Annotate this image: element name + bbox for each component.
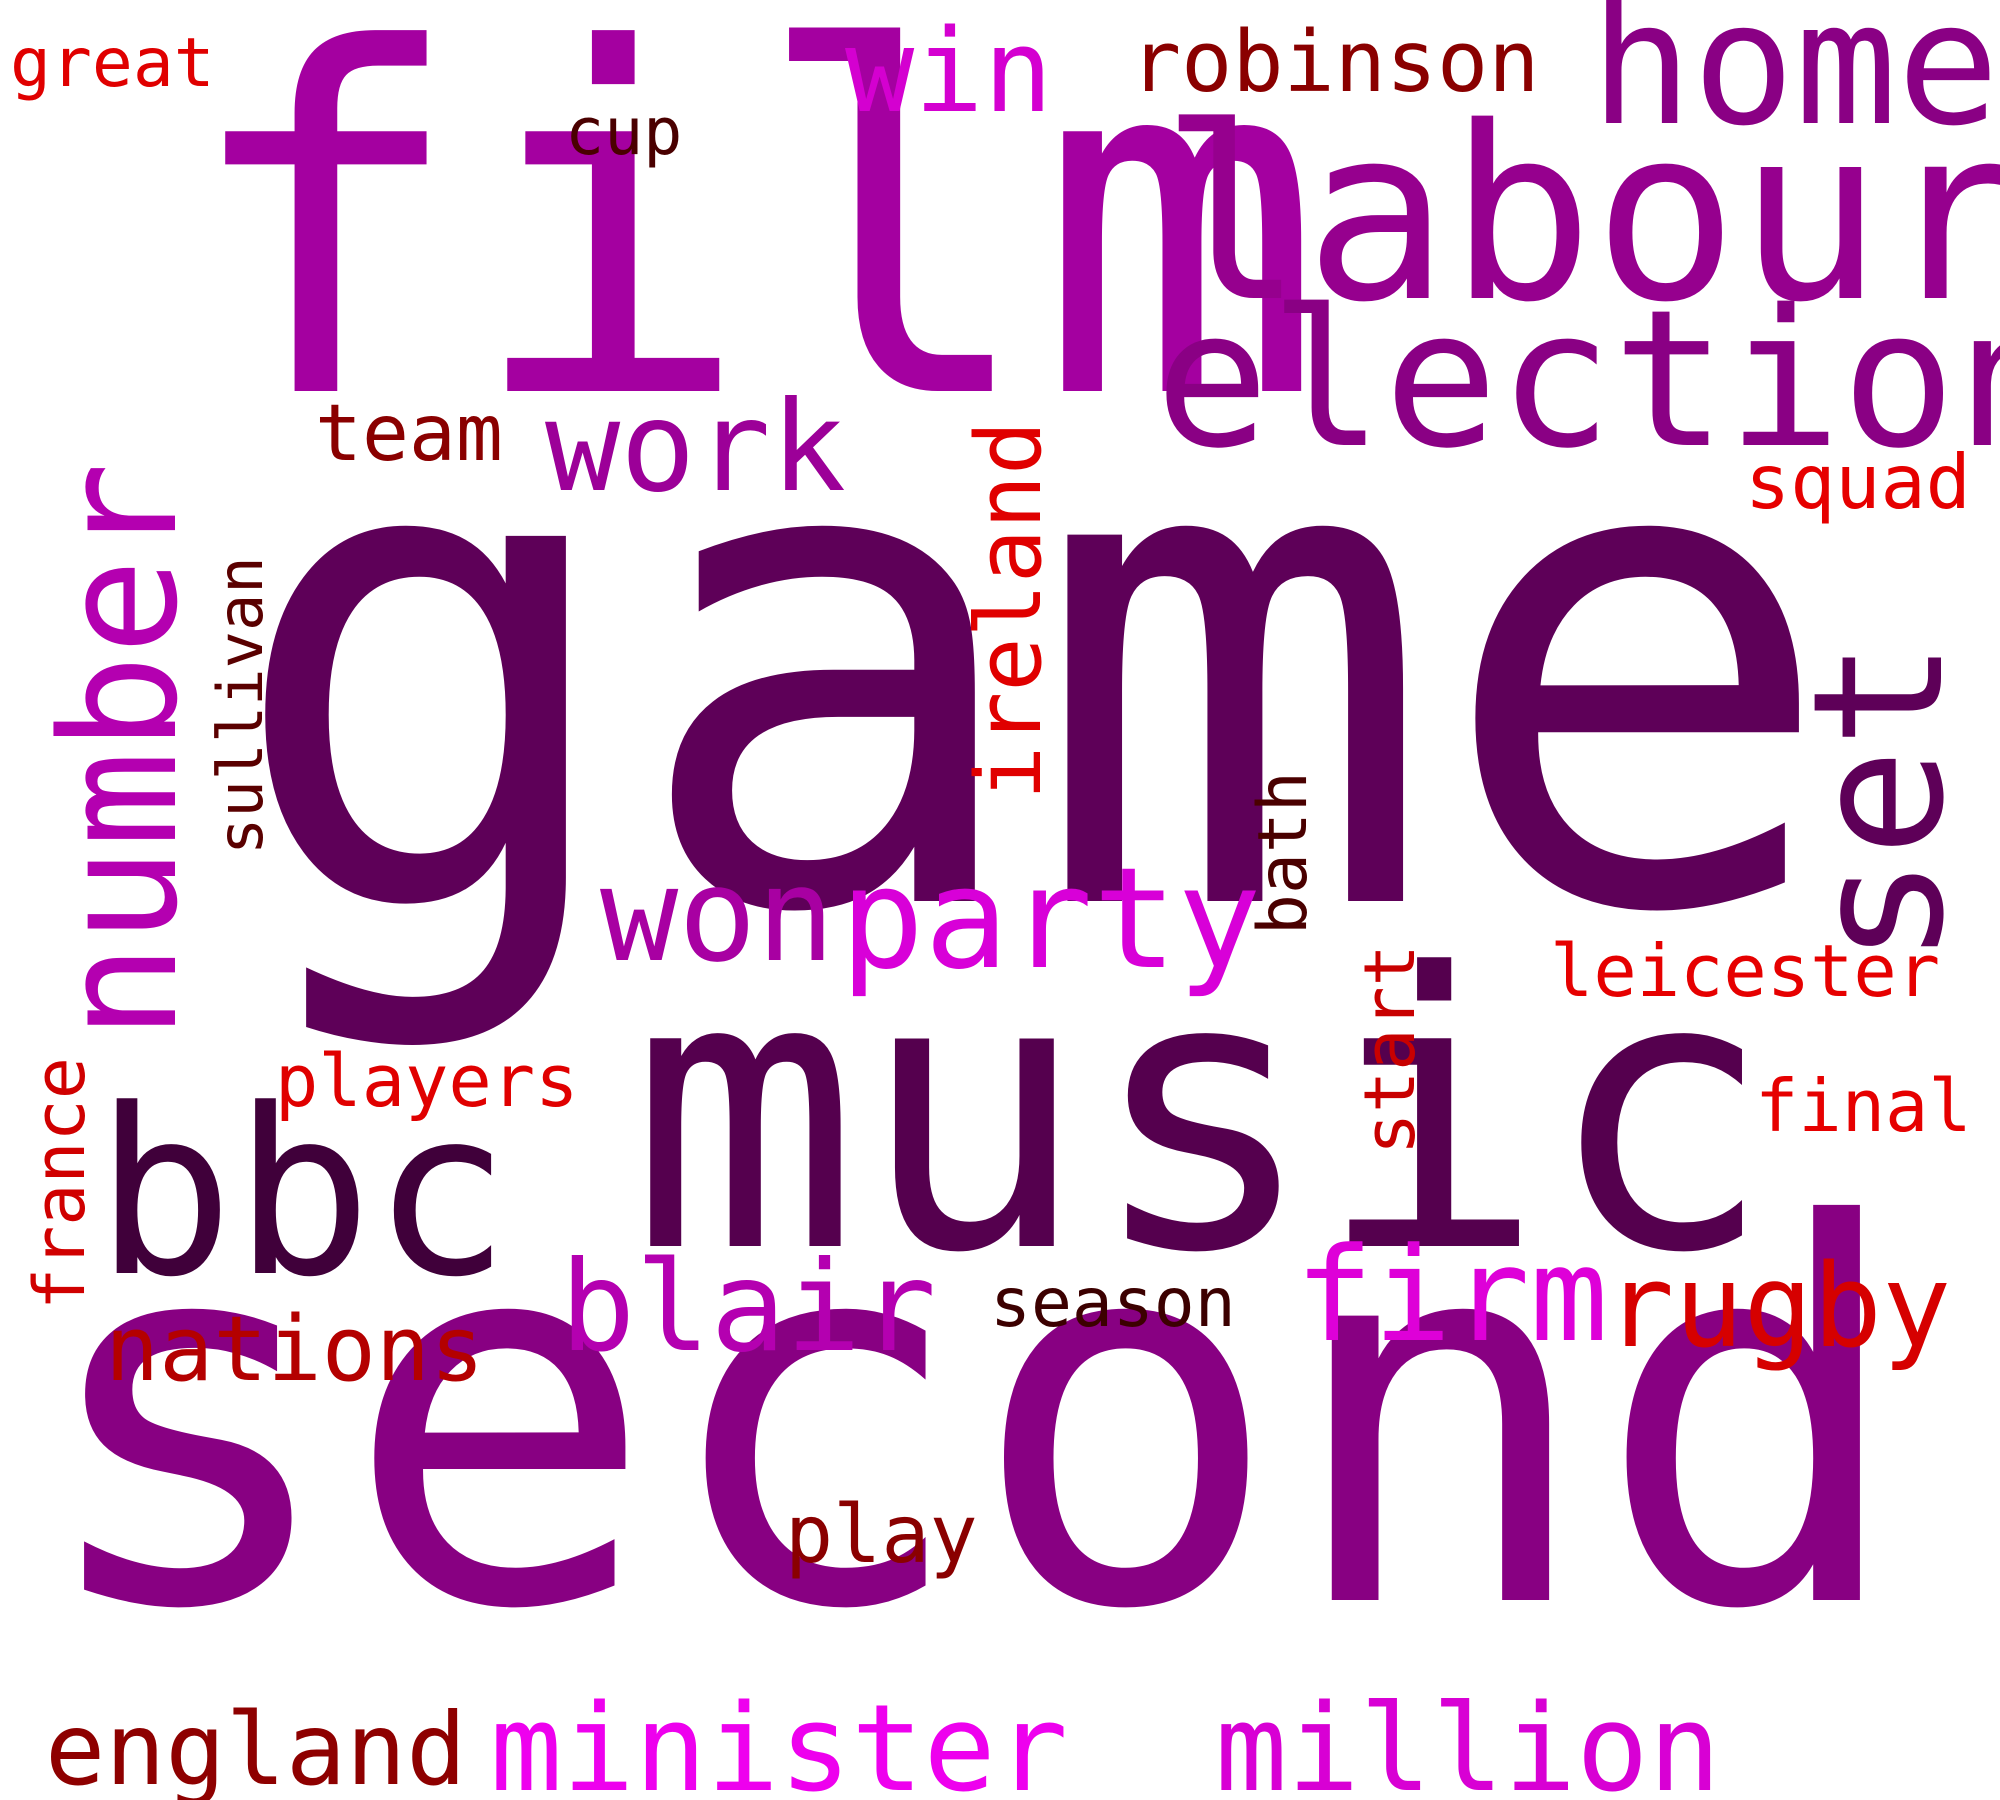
- word-minister: minister: [490, 1680, 1068, 1800]
- word-rugby: rugby: [1605, 1240, 1952, 1374]
- word-set: set: [1775, 639, 1984, 965]
- word-million: million: [1215, 1680, 1721, 1800]
- word-party: party: [840, 838, 1262, 1001]
- word-work: work: [545, 375, 847, 520]
- word-sullivan: sullivan: [204, 556, 277, 855]
- word-second: second: [30, 1117, 1909, 1723]
- word-great: great: [10, 24, 215, 103]
- word-nations: nations: [105, 1297, 485, 1402]
- word-firm: firm: [1295, 1219, 1609, 1371]
- word-squad: squad: [1745, 438, 1971, 526]
- word-blair: blair: [560, 1235, 937, 1380]
- word-game: game: [225, 280, 1839, 1060]
- word-leicester: leicester: [1550, 929, 1941, 1013]
- word-bbc: bbc: [95, 1061, 511, 1328]
- word-labour: labour: [1160, 75, 2000, 355]
- word-number: number: [26, 462, 213, 1040]
- word-win: win: [845, 5, 1053, 139]
- word-play: play: [785, 1488, 978, 1581]
- word-team: team: [315, 389, 503, 479]
- word-film: film: [180, 0, 1324, 504]
- word-players: players: [275, 1039, 579, 1123]
- word-start: start: [1349, 944, 1431, 1155]
- word-france: france: [19, 1057, 101, 1310]
- word-home: home: [1590, 0, 2000, 164]
- word-cup: cup: [565, 95, 683, 170]
- word-england: england: [45, 1691, 467, 1800]
- word-season: season: [990, 1264, 1236, 1343]
- word-robinson: robinson: [1130, 13, 1540, 112]
- word-final: final: [1755, 1064, 1972, 1148]
- word-music: music: [630, 893, 1774, 1336]
- word-ireland: ireland: [957, 420, 1062, 800]
- word-bath: bath: [1244, 771, 1323, 935]
- word-election: election: [1155, 269, 2000, 490]
- word-won: won: [600, 839, 835, 991]
